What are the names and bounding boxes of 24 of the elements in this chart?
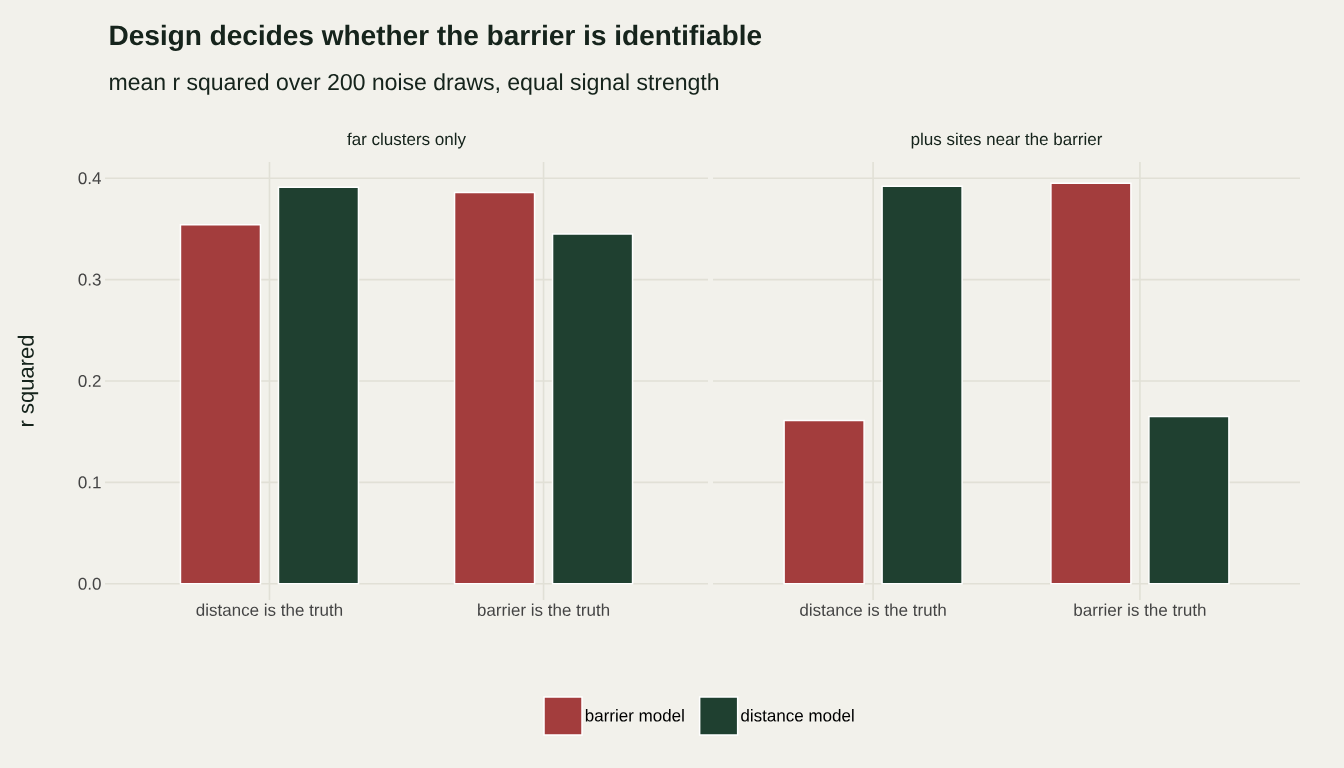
bar — [783, 419, 865, 585]
bar — [1148, 415, 1230, 585]
bar — [179, 224, 262, 585]
legend-label: distance model — [741, 709, 854, 722]
x-tick-label: barrier is the truth — [1074, 603, 1206, 617]
bar — [277, 186, 360, 585]
bar — [881, 185, 963, 585]
x-tick-label: distance is the truth — [800, 603, 946, 617]
y-tick-label: 0.3 — [78, 273, 101, 286]
legend-label: barrier model — [585, 709, 684, 722]
bar — [551, 233, 634, 585]
x-tick-label: distance is the truth — [196, 603, 343, 617]
chart-subtitle: mean r squared over 200 noise draws, equal signal strength — [110, 73, 719, 95]
y-tick-label: 0.2 — [78, 374, 101, 388]
chart-title: Design decides whether the barrier is identifiable — [110, 24, 762, 51]
y-tick-label: 0.0 — [78, 577, 101, 590]
text: plus sites near the barrier — [911, 132, 1103, 149]
y-tick-label: 0.4 — [78, 172, 101, 185]
text: far clusters only — [347, 132, 466, 149]
bar — [453, 191, 536, 585]
y-tick-label: 0.1 — [78, 476, 101, 489]
bar — [1050, 182, 1132, 585]
y-axis-title: r squared — [17, 335, 39, 426]
x-tick-label: barrier is the truth — [478, 603, 610, 617]
